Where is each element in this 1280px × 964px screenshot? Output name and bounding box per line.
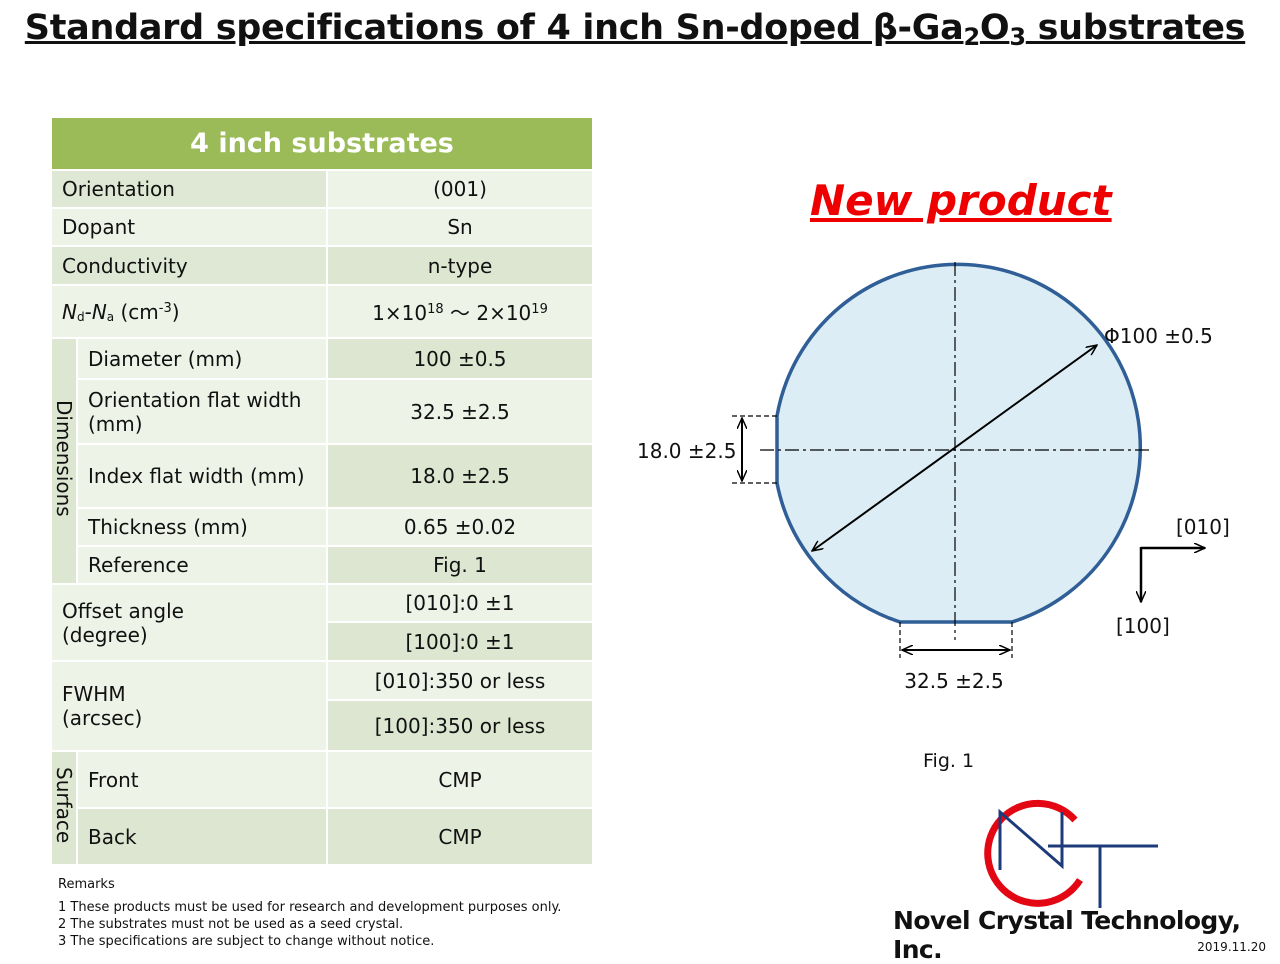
label-part: - <box>84 299 92 324</box>
row-value: [010]:350 or less <box>326 660 594 701</box>
row-value: 1×1018 ～ 2×1019 <box>326 284 594 339</box>
title-text: O <box>979 8 1010 48</box>
direction-label: [010] <box>1176 515 1230 539</box>
group-text: Surface <box>52 767 76 844</box>
dim-label: 32.5 ±2.5 <box>904 669 1003 693</box>
row-value: [010]:0 ±1 <box>326 583 594 623</box>
row-value: [100]:0 ±1 <box>326 621 594 662</box>
diameter-arrow <box>812 345 1097 551</box>
table-header: 4 inch substrates <box>50 116 594 171</box>
row-label: Orientation <box>50 169 328 209</box>
row-value: Sn <box>326 207 594 247</box>
label-part: d <box>76 309 85 324</box>
value-part: 18 <box>427 302 444 317</box>
title-text: substrates <box>1025 8 1246 48</box>
row-label: Orientation flat width (mm) <box>76 378 328 445</box>
remark: 3 The specifications are subject to chan… <box>58 934 435 949</box>
date: 2019.11.20 <box>1197 940 1266 954</box>
row-label: FWHM (arcsec) <box>50 660 328 752</box>
row-value: 32.5 ±2.5 <box>326 378 594 445</box>
value-part: ～ 2×10 <box>443 301 532 325</box>
group-text: Dimensions <box>52 400 76 517</box>
row-label: Reference <box>76 545 328 585</box>
new-product: New product <box>810 176 1112 225</box>
title: Standard specifications of 4 inch Sn-dop… <box>0 8 1270 51</box>
row-value: 100 ±0.5 <box>326 337 594 380</box>
row-label: Dopant <box>50 207 328 247</box>
remarks: Remarks 1 These products must be used fo… <box>58 876 561 950</box>
title-subscript: 2 <box>963 23 980 51</box>
row-label: Front <box>76 750 328 809</box>
label-part: -3 <box>158 300 172 316</box>
remarks-title: Remarks <box>58 877 115 892</box>
company-name: Novel Crystal Technology, Inc. <box>893 906 1241 964</box>
group-label: Dimensions <box>50 337 78 585</box>
label-part: ) <box>171 299 180 324</box>
title-subscript: 3 <box>1009 23 1026 51</box>
label-part: a <box>106 309 115 324</box>
row-label: Back <box>76 807 328 866</box>
title-text: Standard specifications of 4 inch Sn-dop… <box>24 8 964 48</box>
row-value: CMP <box>326 807 594 866</box>
figure-caption: Fig. 1 <box>923 750 974 772</box>
row-label: Diameter (mm) <box>76 337 328 380</box>
row-label: Thickness (mm) <box>76 507 328 547</box>
remark: 2 The substrates must not be used as a s… <box>58 917 404 932</box>
row-value: 18.0 ±2.5 <box>326 443 594 509</box>
label-text: Offset angle (degree) <box>62 598 184 647</box>
wafer-outline <box>775 262 1142 624</box>
row-value: CMP <box>326 750 594 809</box>
direction-label: [100] <box>1116 614 1170 638</box>
label-text: FWHM (arcsec) <box>62 682 143 730</box>
row-label: Conductivity <box>50 245 328 286</box>
row-value: [100]:350 or less <box>326 699 594 752</box>
row-value: n-type <box>326 245 594 286</box>
spec-table: 4 inch substrates Orientation (001) Dopan… <box>50 116 594 866</box>
value-part: 19 <box>531 302 548 317</box>
dim-label: Φ100 ±0.5 <box>1104 324 1213 348</box>
row-value: 0.65 ±0.02 <box>326 507 594 547</box>
value-part: 1×10 <box>372 301 428 325</box>
row-label: Offset angle (degree) <box>50 583 328 662</box>
label-part: (cm <box>114 299 159 324</box>
label-part: N <box>62 299 77 324</box>
row-label: Nd-Na (cm-3) <box>50 284 328 339</box>
flat-extension <box>732 415 1013 658</box>
logo <box>984 799 1158 908</box>
group-label: Surface <box>50 750 78 866</box>
row-value: Fig. 1 <box>326 545 594 585</box>
row-value: (001) <box>326 169 594 209</box>
remark: 1 These products must be used for resear… <box>58 900 562 915</box>
row-label: Index flat width (mm) <box>76 443 328 509</box>
dim-label: 18.0 ±2.5 <box>637 439 736 463</box>
label-part: N <box>91 299 107 324</box>
